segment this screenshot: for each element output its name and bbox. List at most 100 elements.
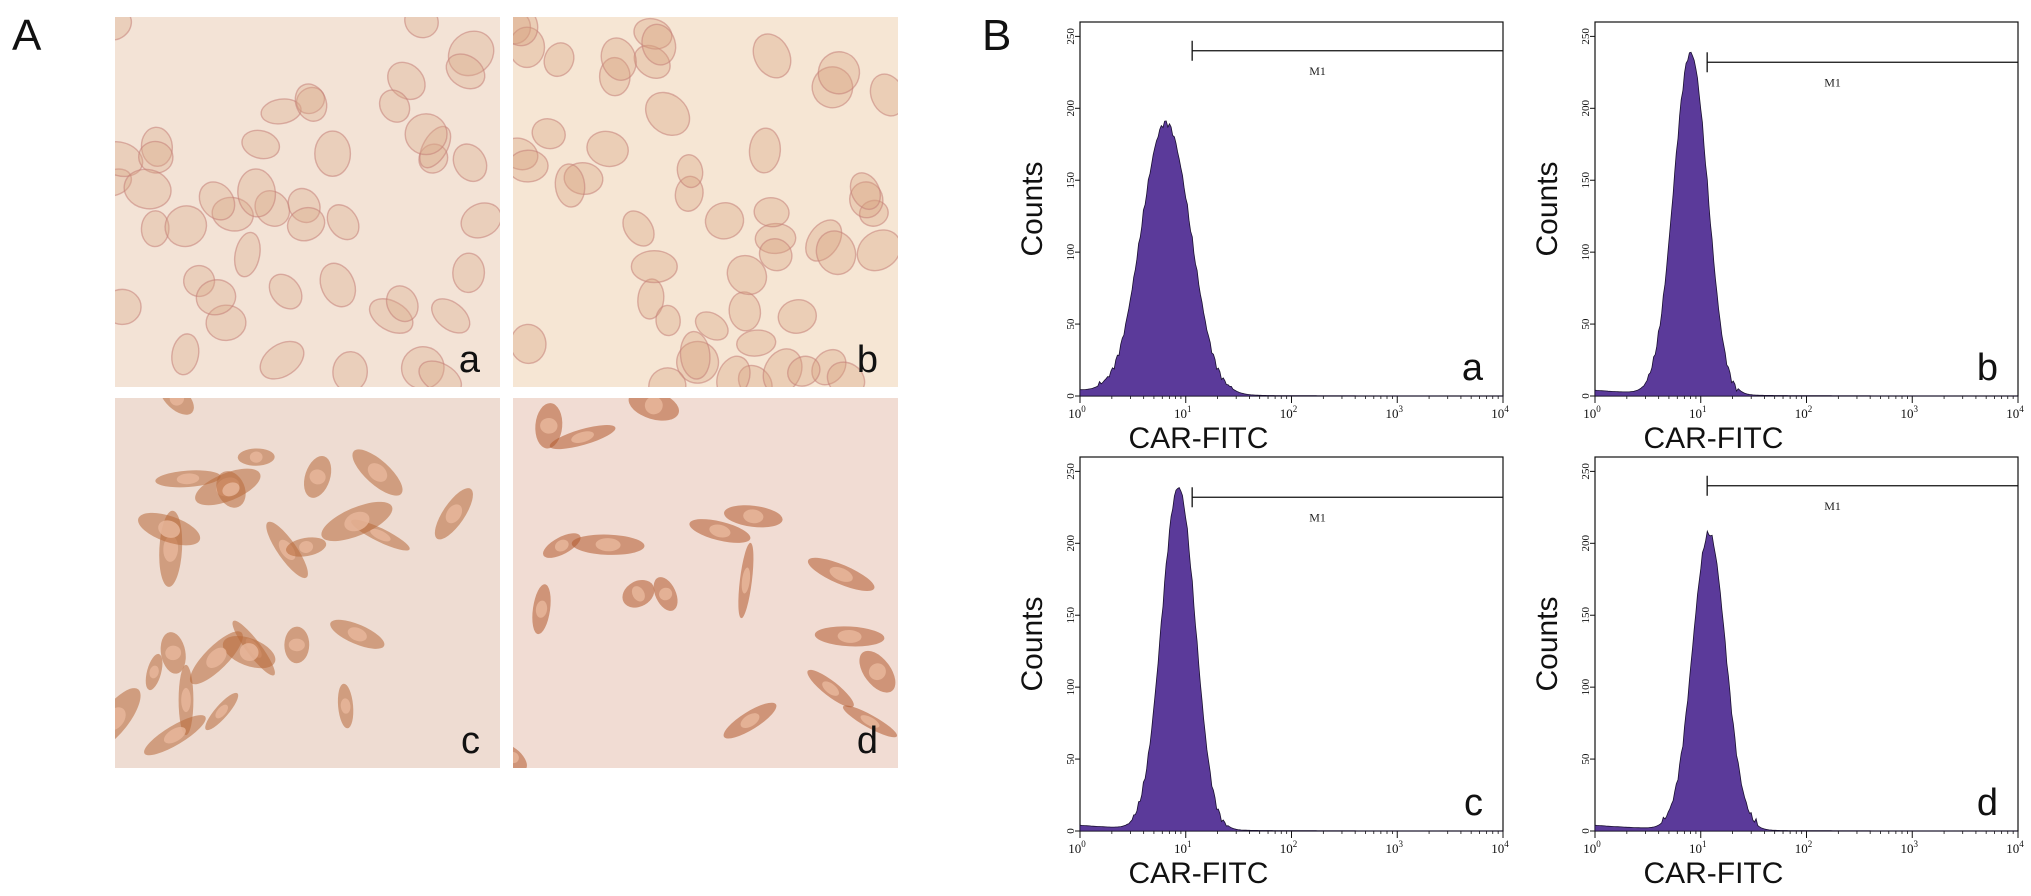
cell xyxy=(644,91,691,137)
plot-frame xyxy=(1079,456,1504,832)
cell xyxy=(628,398,679,421)
cell xyxy=(460,202,500,239)
cell xyxy=(387,61,426,101)
cell xyxy=(513,137,539,171)
y-tick-label: 250 xyxy=(1065,28,1077,45)
cell xyxy=(164,205,208,248)
cell xyxy=(404,17,439,39)
y-axis-label: Counts xyxy=(1531,596,1564,691)
cell xyxy=(452,252,486,294)
cell xyxy=(723,702,777,739)
micrograph-c-label: c xyxy=(461,720,480,762)
y-tick-label: 50 xyxy=(1580,753,1592,765)
y-tick-label: 250 xyxy=(1065,463,1077,480)
cell xyxy=(145,653,163,691)
cell xyxy=(303,455,332,498)
cell xyxy=(815,230,857,276)
cell xyxy=(140,210,170,248)
cell xyxy=(189,631,243,685)
cell xyxy=(138,512,201,546)
cell xyxy=(630,249,678,284)
cell xyxy=(674,175,704,212)
micrograph-background xyxy=(513,398,898,768)
x-tick-label: 100 xyxy=(1068,404,1086,421)
y-axis-label: Counts xyxy=(1016,596,1049,691)
cell xyxy=(287,187,321,224)
histogram-c-svg: 0 50 100 150 200 250 100 101 102 103 104 M1 Counts CA… xyxy=(1016,456,1509,890)
micrograph-d-image xyxy=(513,398,898,768)
cell xyxy=(724,505,783,528)
cell xyxy=(842,705,898,738)
cell xyxy=(400,345,445,387)
micrograph-background xyxy=(115,17,500,387)
cell xyxy=(689,519,751,543)
histogram-b: 0 50 100 150 200 250 100 101 102 103 104 M1 Counts CA… xyxy=(1515,10,2025,455)
cell xyxy=(434,488,473,540)
y-tick-label: 0 xyxy=(1580,828,1592,834)
cell xyxy=(648,367,687,387)
y-tick-label: 150 xyxy=(1580,606,1592,623)
cell xyxy=(736,329,777,357)
cell xyxy=(195,279,237,316)
cell xyxy=(513,744,527,768)
gate-label: M1 xyxy=(1309,64,1326,78)
micrograph-d-label: d xyxy=(856,720,878,762)
x-tick-label: 100 xyxy=(1068,839,1086,856)
x-tick-label: 104 xyxy=(1491,839,1509,856)
cell xyxy=(752,33,792,79)
cell xyxy=(869,73,898,117)
cell xyxy=(549,425,616,450)
x-tick-label: 101 xyxy=(1689,404,1707,421)
y-tick-label: 100 xyxy=(1580,678,1592,695)
cell xyxy=(513,17,532,45)
cell xyxy=(849,172,882,211)
x-tick-label: 102 xyxy=(1795,404,1813,421)
cell xyxy=(286,206,326,242)
x-tick-label: 101 xyxy=(1174,404,1192,421)
cell xyxy=(445,53,486,90)
cell xyxy=(856,229,898,272)
cell xyxy=(535,403,563,449)
cell xyxy=(811,348,847,386)
cell xyxy=(633,17,673,50)
cell xyxy=(753,196,790,228)
y-tick-label: 200 xyxy=(1580,100,1592,117)
micrograph-b-image xyxy=(513,17,898,387)
cell xyxy=(182,264,216,298)
y-tick-label: 150 xyxy=(1065,606,1077,623)
y-tick-label: 100 xyxy=(1065,678,1077,695)
cell xyxy=(115,688,141,750)
cell xyxy=(513,149,549,183)
histogram-area xyxy=(1594,529,2018,832)
cell xyxy=(237,168,277,218)
x-tick-label: 103 xyxy=(1901,839,1919,856)
cell xyxy=(115,17,133,41)
cell xyxy=(285,537,327,557)
histogram-panel-label: c xyxy=(1464,782,1483,824)
x-tick-label: 102 xyxy=(1795,839,1813,856)
cell xyxy=(216,471,246,508)
cell xyxy=(849,181,884,219)
cell xyxy=(233,231,261,278)
x-tick-label: 103 xyxy=(1386,839,1404,856)
cell xyxy=(532,584,551,635)
x-axis-label: CAR-FITC xyxy=(1128,857,1268,890)
cell xyxy=(159,398,194,415)
histogram-panel-label: a xyxy=(1462,347,1484,389)
cell xyxy=(826,361,866,387)
y-tick-label: 100 xyxy=(1065,243,1077,260)
histogram-c: 0 50 100 150 200 250 100 101 102 103 104 M1 Counts CA… xyxy=(1000,445,1510,895)
cell xyxy=(294,83,328,122)
cell xyxy=(319,262,357,308)
cell xyxy=(817,51,861,95)
y-tick-label: 50 xyxy=(1065,318,1077,330)
cell xyxy=(542,533,581,558)
y-tick-label: 250 xyxy=(1580,463,1592,480)
micrograph-a-image xyxy=(115,17,500,387)
panel-letter-b: B xyxy=(982,11,1012,60)
x-tick-label: 103 xyxy=(1386,404,1404,421)
cell xyxy=(205,304,247,342)
cell xyxy=(155,470,221,488)
cell xyxy=(378,89,411,123)
cell xyxy=(385,285,419,323)
